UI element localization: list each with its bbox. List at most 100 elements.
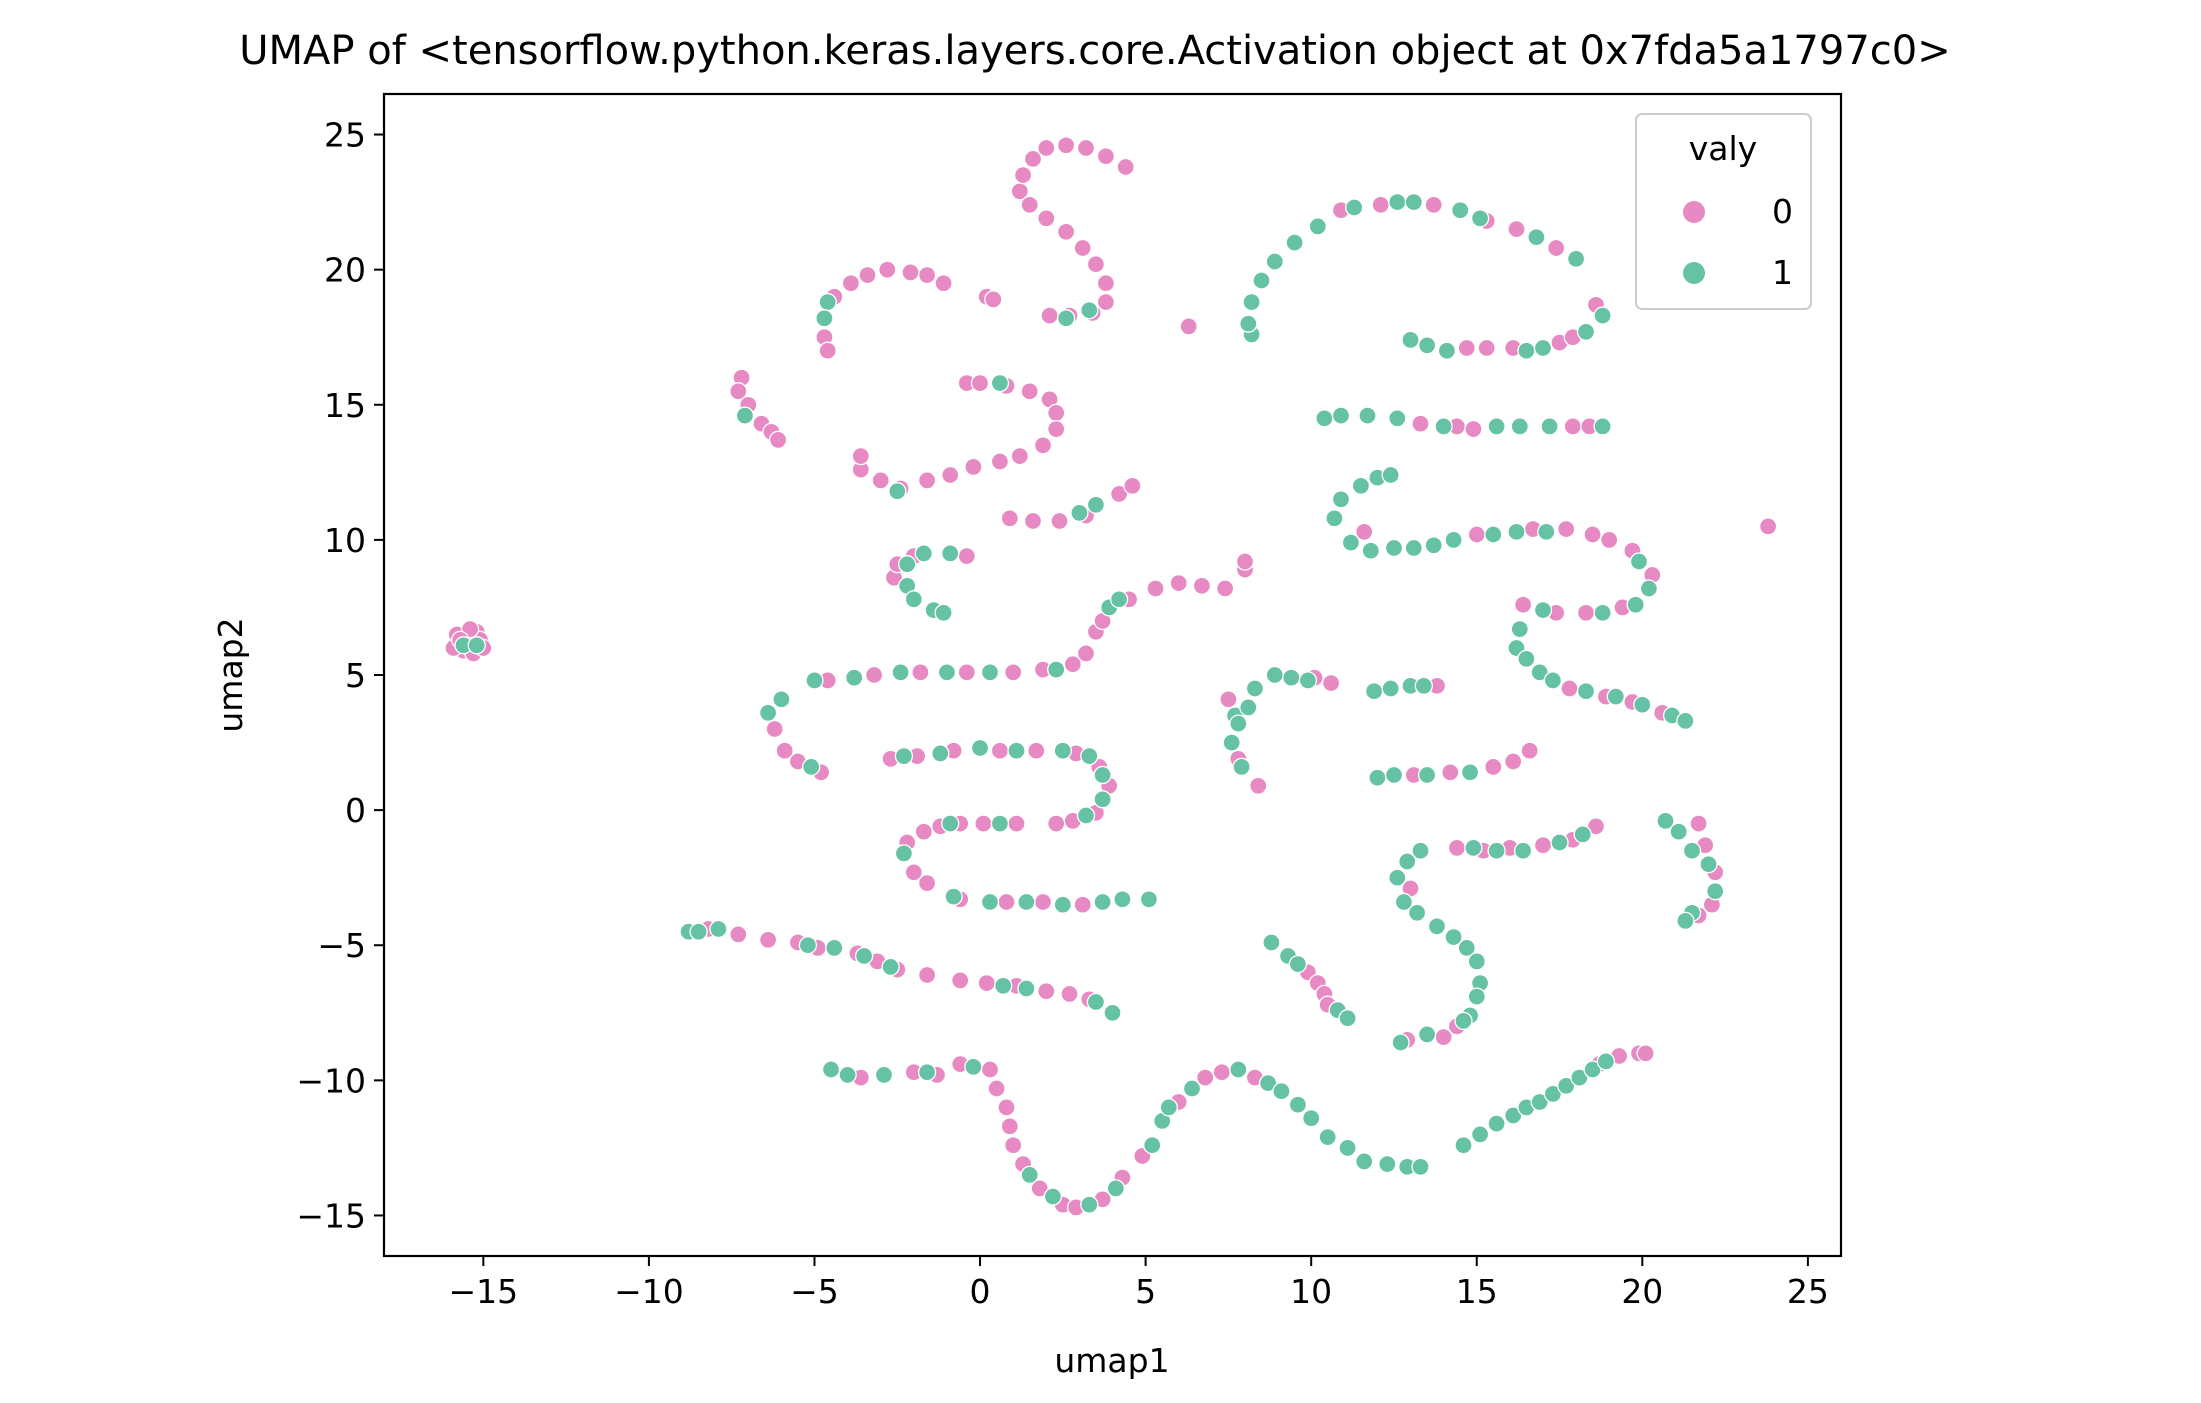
data-point-1	[1633, 695, 1652, 714]
data-point-1	[1378, 1154, 1397, 1174]
data-point-0	[1060, 984, 1079, 1004]
data-point-0	[1096, 274, 1116, 293]
data-point-1	[1593, 306, 1612, 325]
data-point-0	[1477, 338, 1496, 358]
data-point-1	[1103, 1003, 1122, 1022]
data-point-1	[1272, 1082, 1291, 1101]
data-point-1	[1593, 417, 1612, 436]
data-point-1	[1464, 838, 1483, 858]
data-point-1	[1460, 763, 1480, 782]
data-point-1	[802, 757, 821, 777]
data-point-1	[904, 590, 923, 609]
data-point-1	[1056, 309, 1076, 328]
data-point-0	[729, 925, 748, 944]
data-point-0	[904, 863, 923, 882]
data-point-0	[990, 452, 1010, 471]
data-point-1	[941, 544, 960, 563]
data-point-0	[1321, 673, 1341, 693]
data-point-1	[845, 668, 864, 687]
data-point-1	[937, 663, 957, 682]
data-point-1	[1537, 522, 1556, 541]
data-point-1	[1361, 541, 1380, 560]
data-point-0	[1600, 530, 1619, 550]
data-point-0	[1146, 579, 1165, 598]
legend-box	[1635, 113, 1812, 310]
data-point-1	[1530, 1092, 1549, 1112]
data-point-1	[1159, 1098, 1178, 1117]
data-point-1	[1411, 841, 1430, 860]
data-point-1	[1229, 714, 1248, 733]
data-point-1	[821, 1060, 841, 1079]
data-point-1	[1424, 536, 1443, 555]
data-point-0	[1033, 436, 1053, 455]
data-point-0	[951, 971, 970, 990]
data-point-0	[1050, 511, 1069, 531]
data-point-1	[1355, 1152, 1374, 1171]
data-point-1	[1258, 1073, 1278, 1093]
data-point-1	[1358, 406, 1377, 425]
data-point-1	[1017, 892, 1036, 912]
data-point-0	[1047, 403, 1066, 423]
data-point-0	[1047, 814, 1066, 833]
data-point-1	[1467, 987, 1486, 1006]
data-point-1	[1080, 746, 1099, 766]
data-point-1	[1570, 1068, 1589, 1087]
series-1	[454, 192, 1725, 1214]
data-point-1	[1606, 687, 1625, 706]
data-point-0	[1355, 522, 1374, 541]
data-point-0	[1457, 338, 1476, 358]
data-point-1	[1533, 338, 1553, 358]
data-point-1	[1530, 663, 1549, 682]
data-point-1	[758, 703, 778, 722]
data-point-0	[1123, 476, 1142, 495]
data-point-0	[1484, 757, 1503, 777]
y-tick-label: 10	[324, 521, 366, 560]
data-point-0	[1219, 690, 1238, 709]
x-axis-ticks: −15 −10 −5 0 5 10 15 20 25	[449, 1256, 1829, 1311]
data-point-1	[1106, 1179, 1125, 1198]
data-point-1	[1364, 682, 1384, 701]
data-point-0	[1037, 138, 1056, 158]
data-point-0	[871, 471, 890, 490]
data-point-0	[851, 446, 870, 466]
data-point-1	[1265, 252, 1284, 271]
data-point-0	[1249, 776, 1268, 795]
data-point-0	[987, 1079, 1006, 1098]
data-point-0	[1056, 136, 1076, 155]
data-point-1	[1470, 209, 1490, 228]
data-point-1	[1417, 336, 1437, 355]
data-point-0	[1547, 238, 1566, 258]
y-tick-label: 5	[345, 656, 366, 695]
data-point-1	[1368, 768, 1387, 787]
data-point-0	[1441, 763, 1460, 782]
data-point-0	[911, 663, 930, 682]
y-tick-label: −15	[296, 1196, 366, 1235]
data-point-0	[1411, 414, 1430, 433]
legend-label-1: 1	[1772, 253, 1793, 292]
data-point-1	[944, 887, 963, 906]
data-point-0	[1073, 238, 1092, 258]
data-point-1	[1517, 649, 1536, 668]
data-point-1	[1093, 790, 1112, 809]
data-point-1	[825, 938, 844, 958]
data-point-0	[1004, 1136, 1023, 1155]
data-point-1	[1381, 679, 1400, 698]
data-point-1	[1566, 249, 1586, 268]
data-point-1	[1417, 1025, 1437, 1044]
data-point-1	[1417, 765, 1437, 785]
data-point-1	[1093, 892, 1112, 912]
data-point-1	[1404, 192, 1423, 212]
data-point-0	[1563, 417, 1582, 436]
data-point-1	[894, 844, 914, 863]
data-point-0	[1196, 1068, 1215, 1087]
data-point-0	[917, 873, 937, 893]
data-point-0	[1004, 663, 1023, 682]
data-point-1	[1676, 711, 1695, 731]
data-point-1	[1047, 660, 1066, 679]
data-point-1	[1682, 841, 1702, 860]
data-point-1	[689, 922, 708, 941]
data-point-0	[1096, 292, 1116, 312]
data-point-0	[1033, 892, 1053, 912]
data-point-1	[854, 946, 874, 966]
